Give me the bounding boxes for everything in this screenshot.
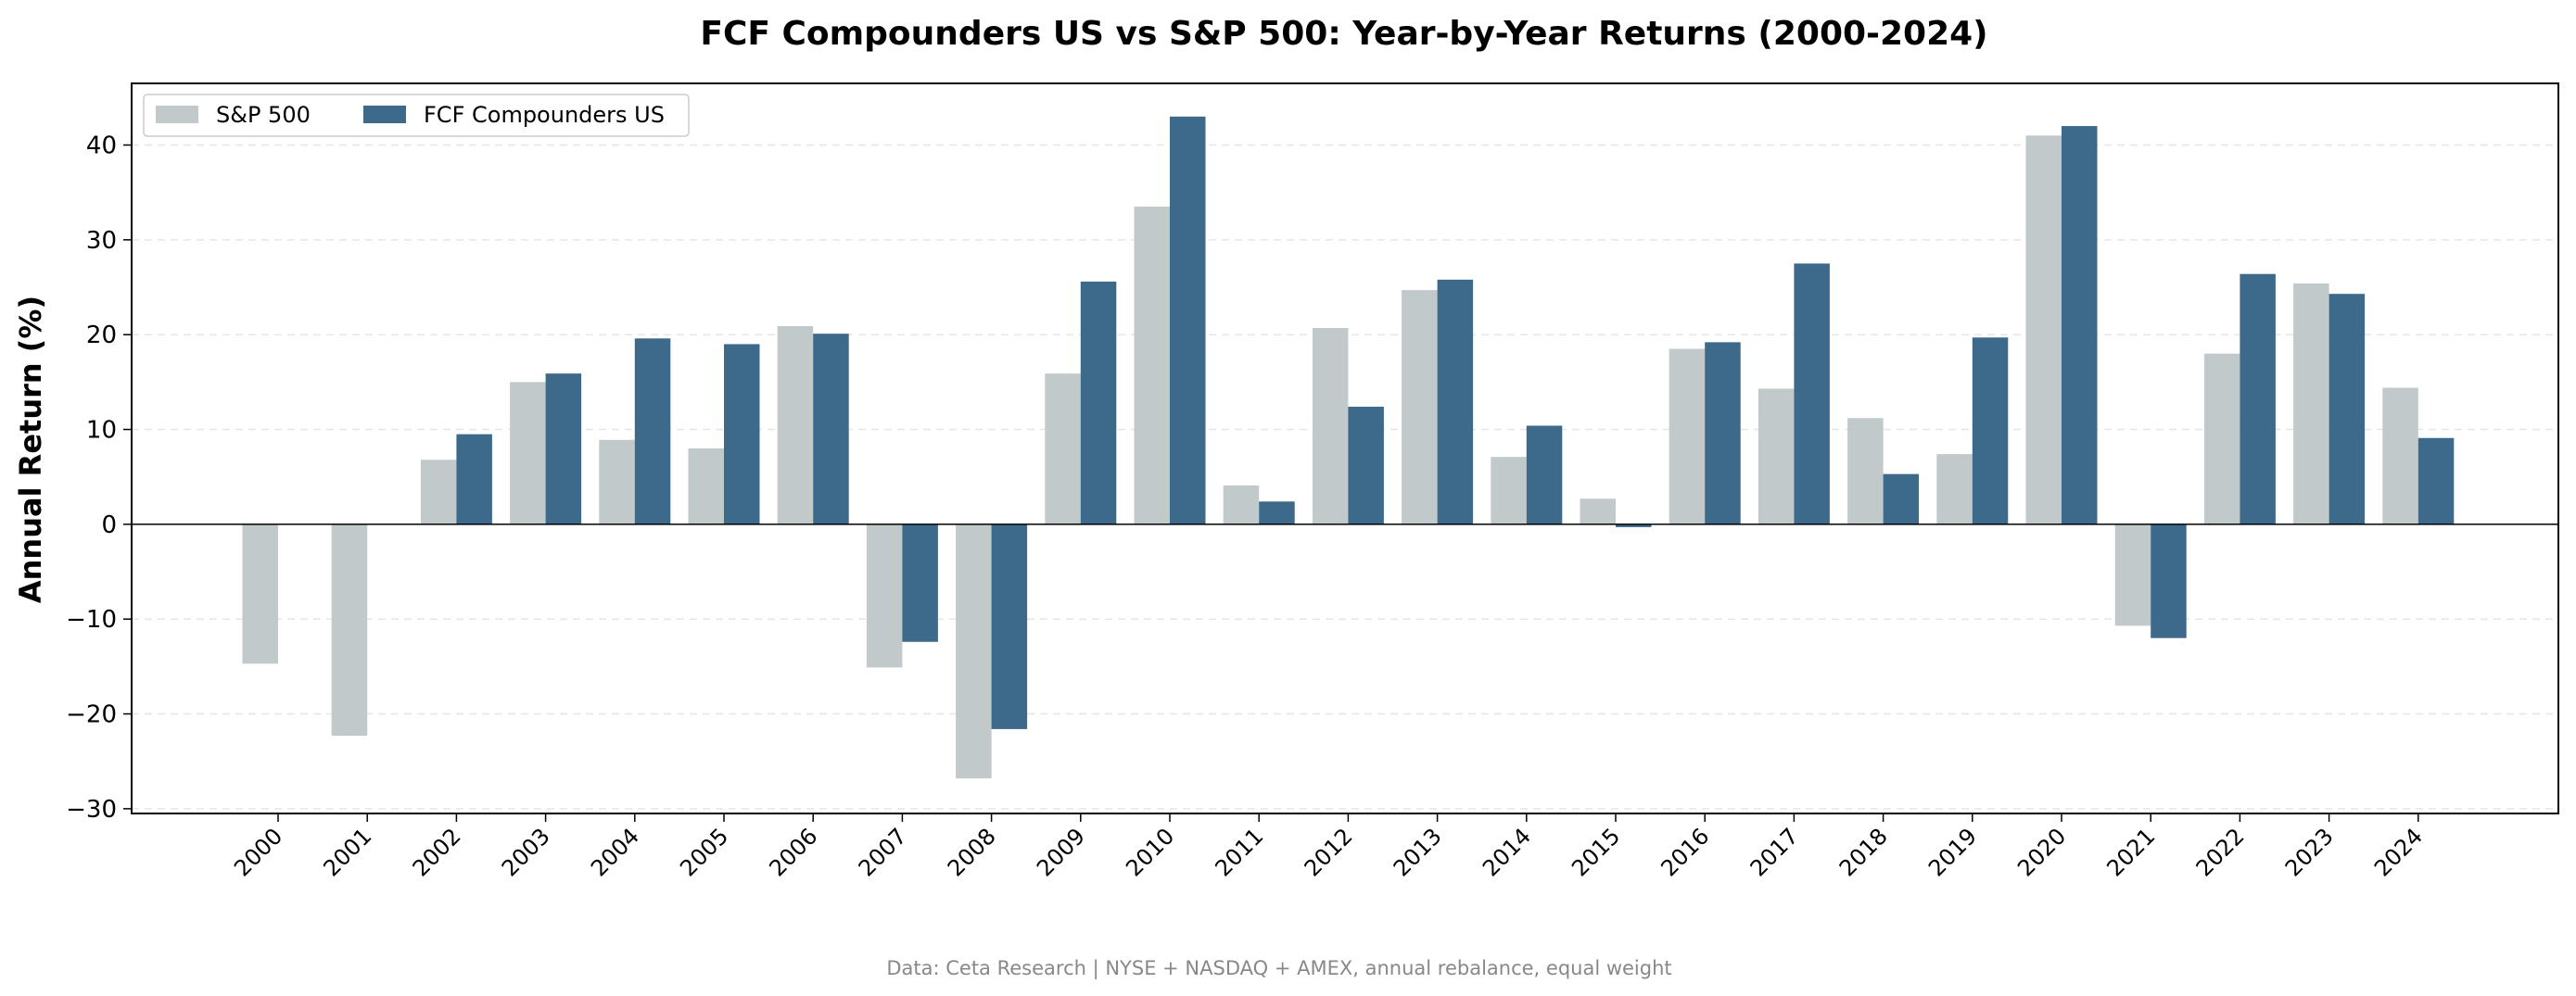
bar-fcf-2022	[2240, 273, 2276, 524]
x-tick-label: 2024	[2369, 823, 2428, 881]
x-tick-label: 2003	[497, 823, 555, 881]
y-tick-label: −30	[66, 796, 117, 824]
bar-fcf-2018	[1883, 473, 1920, 524]
plot-frame	[131, 82, 2559, 814]
bar-sp500-2010	[1134, 207, 1170, 524]
x-tick-label: 2018	[1834, 823, 1893, 881]
bar-fcf-2012	[1348, 406, 1384, 524]
footnote: Data: Ceta Research | NYSE + NASDAQ + AM…	[886, 957, 1671, 980]
bar-fcf-2007	[902, 523, 938, 642]
bar-fcf-2009	[1080, 281, 1117, 524]
bar-sp500-2012	[1312, 328, 1349, 524]
x-tick-label: 2011	[1210, 823, 1268, 881]
bar-fcf-2003	[545, 373, 582, 524]
x-tick-label: 2010	[1121, 823, 1179, 881]
x-tick-label: 2001	[318, 823, 376, 881]
bar-sp500-2018	[1847, 418, 1884, 524]
bar-sp500-2019	[1936, 454, 1973, 524]
bar-sp500-2000	[242, 523, 278, 664]
x-tick-label: 2004	[586, 823, 644, 881]
bar-fcf-2013	[1437, 279, 1474, 524]
bars	[242, 116, 2455, 779]
bar-fcf-2024	[2417, 437, 2455, 524]
bar-sp500-2004	[599, 439, 635, 524]
y-tick-label: 30	[86, 227, 117, 255]
x-tick-label: 2002	[408, 823, 466, 881]
bar-fcf-2014	[1526, 425, 1563, 524]
bar-fcf-2005	[724, 344, 760, 524]
x-tick-label: 2020	[2012, 823, 2071, 881]
x-tick-label: 2014	[1478, 823, 1536, 881]
x-tick-label: 2012	[1300, 823, 1358, 881]
bar-fcf-2015	[1616, 523, 1652, 527]
bar-fcf-2010	[1170, 116, 1206, 524]
bar-sp500-2021	[2114, 523, 2151, 626]
bar-fcf-2019	[1972, 337, 2009, 524]
x-axis: 2000 2001 2002 2003 2004 2005 2006 2007 2008 2009…	[229, 813, 2428, 881]
x-tick-label: 2019	[1923, 823, 1982, 881]
y-tick-label: 0	[101, 511, 117, 539]
y-axis: −30 −20 −10 0 10 20 30 40	[66, 132, 132, 824]
bar-sp500-2006	[777, 325, 814, 524]
bar-sp500-2001	[331, 523, 368, 737]
bar-fcf-2017	[1794, 263, 1830, 524]
bar-sp500-2020	[2025, 135, 2062, 524]
bar-sp500-2011	[1223, 485, 1260, 524]
y-tick-label: 40	[86, 132, 117, 160]
bar-fcf-2008	[991, 523, 1028, 729]
x-tick-label: 2009	[1032, 823, 1090, 881]
bar-sp500-2013	[1402, 290, 1438, 524]
x-tick-label: 2008	[943, 823, 1001, 881]
bar-sp500-2009	[1045, 373, 1081, 524]
x-tick-label: 2021	[2101, 823, 2160, 881]
bar-fcf-2004	[634, 338, 671, 524]
bar-sp500-2014	[1491, 457, 1527, 524]
bar-sp500-2023	[2293, 283, 2329, 524]
bar-fcf-2011	[1259, 501, 1295, 524]
x-tick-label: 2017	[1745, 823, 1804, 881]
legend-swatch-sp500	[156, 106, 198, 123]
legend-swatch-fcf	[363, 106, 406, 123]
legend-box	[143, 94, 690, 137]
bar-sp500-2015	[1580, 498, 1616, 524]
bar-sp500-2007	[866, 523, 903, 668]
bar-sp500-2005	[688, 448, 724, 524]
x-tick-label: 2005	[675, 823, 733, 881]
legend: S&P 500 FCF Compounders US	[143, 94, 690, 137]
bar-fcf-2002	[456, 434, 492, 524]
bar-sp500-2016	[1669, 348, 1706, 524]
x-tick-label: 2006	[764, 823, 822, 881]
y-tick-label: −20	[66, 701, 117, 729]
y-tick-label: −10	[66, 606, 117, 634]
bar-sp500-2022	[2203, 353, 2240, 524]
bar-sp500-2017	[1758, 388, 1795, 524]
bar-sp500-2024	[2382, 387, 2418, 524]
legend-label-sp500: S&P 500	[216, 102, 311, 128]
bar-fcf-2021	[2151, 523, 2187, 638]
bar-fcf-2006	[813, 334, 849, 524]
x-tick-label: 2015	[1567, 823, 1625, 881]
bar-sp500-2008	[956, 523, 992, 779]
x-tick-label: 2000	[229, 823, 287, 881]
x-tick-label: 2023	[2280, 823, 2339, 881]
y-tick-label: 20	[86, 321, 117, 349]
y-tick-label: 10	[86, 417, 117, 445]
x-tick-label: 2022	[2191, 823, 2250, 881]
chart-title: FCF Compounders US vs S&P 500: Year-by-Y…	[700, 15, 1987, 53]
x-tick-label: 2016	[1656, 823, 1714, 881]
bar-sp500-2002	[420, 460, 457, 524]
y-axis-label: Annual Return (%)	[13, 296, 48, 603]
legend-label-fcf: FCF Compounders US	[424, 102, 665, 128]
bar-fcf-2020	[2062, 126, 2098, 524]
x-tick-label: 2013	[1389, 823, 1447, 881]
x-tick-label: 2007	[854, 823, 912, 881]
bar-fcf-2016	[1705, 342, 1741, 524]
bar-fcf-2023	[2329, 294, 2366, 524]
bar-sp500-2003	[510, 382, 546, 524]
